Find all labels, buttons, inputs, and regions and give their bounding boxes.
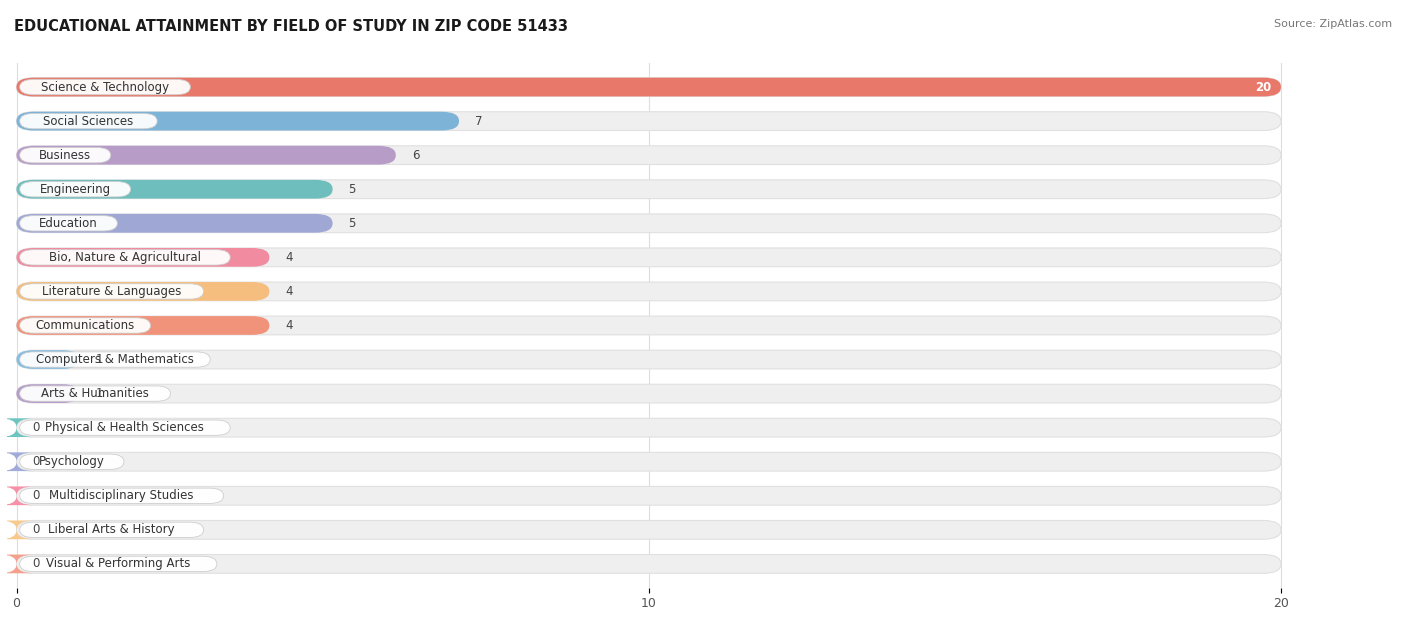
FancyBboxPatch shape [17,521,1281,539]
FancyBboxPatch shape [17,282,1281,301]
FancyBboxPatch shape [20,488,224,504]
Text: 4: 4 [285,285,292,298]
Text: Source: ZipAtlas.com: Source: ZipAtlas.com [1274,19,1392,29]
Text: 0: 0 [32,455,39,468]
FancyBboxPatch shape [17,554,1281,573]
Text: 6: 6 [412,149,419,162]
Text: Communications: Communications [35,319,135,332]
Text: 0: 0 [32,489,39,502]
Text: 0: 0 [32,557,39,571]
FancyBboxPatch shape [20,216,117,231]
FancyBboxPatch shape [20,181,131,197]
FancyBboxPatch shape [20,420,231,435]
FancyBboxPatch shape [17,453,1281,471]
FancyBboxPatch shape [17,350,80,369]
Text: Visual & Performing Arts: Visual & Performing Arts [46,557,190,571]
FancyBboxPatch shape [0,487,34,505]
FancyBboxPatch shape [20,556,217,571]
Text: Business: Business [39,149,91,162]
Text: Arts & Humanities: Arts & Humanities [41,387,149,400]
Text: Engineering: Engineering [39,183,111,196]
FancyBboxPatch shape [17,214,1281,233]
FancyBboxPatch shape [17,112,458,130]
Text: 4: 4 [285,251,292,264]
FancyBboxPatch shape [0,418,34,437]
Text: Science & Technology: Science & Technology [41,80,169,94]
FancyBboxPatch shape [20,284,204,299]
FancyBboxPatch shape [17,316,1281,335]
Text: Liberal Arts & History: Liberal Arts & History [48,523,174,537]
Text: Education: Education [39,217,98,230]
FancyBboxPatch shape [20,352,211,367]
Text: 0: 0 [32,421,39,434]
Text: Computers & Mathematics: Computers & Mathematics [37,353,194,366]
FancyBboxPatch shape [17,384,80,403]
FancyBboxPatch shape [17,248,270,267]
FancyBboxPatch shape [17,214,333,233]
FancyBboxPatch shape [20,386,170,401]
FancyBboxPatch shape [17,282,270,301]
Text: 0: 0 [32,523,39,537]
FancyBboxPatch shape [20,250,231,265]
FancyBboxPatch shape [20,454,124,470]
FancyBboxPatch shape [20,80,190,95]
Text: 5: 5 [349,183,356,196]
FancyBboxPatch shape [17,78,1281,97]
Text: Literature & Languages: Literature & Languages [42,285,181,298]
FancyBboxPatch shape [20,113,157,129]
Text: Social Sciences: Social Sciences [44,114,134,128]
Text: 5: 5 [349,217,356,230]
Text: EDUCATIONAL ATTAINMENT BY FIELD OF STUDY IN ZIP CODE 51433: EDUCATIONAL ATTAINMENT BY FIELD OF STUDY… [14,19,568,34]
FancyBboxPatch shape [17,112,1281,130]
FancyBboxPatch shape [20,147,111,163]
FancyBboxPatch shape [17,350,1281,369]
FancyBboxPatch shape [0,521,34,539]
FancyBboxPatch shape [17,146,396,164]
Text: 1: 1 [96,387,103,400]
Text: 1: 1 [96,353,103,366]
Text: 7: 7 [475,114,482,128]
Text: Bio, Nature & Agricultural: Bio, Nature & Agricultural [49,251,201,264]
Text: 20: 20 [1256,80,1271,94]
FancyBboxPatch shape [20,522,204,538]
FancyBboxPatch shape [17,248,1281,267]
FancyBboxPatch shape [17,78,1281,97]
FancyBboxPatch shape [17,180,1281,198]
FancyBboxPatch shape [17,180,333,198]
FancyBboxPatch shape [20,318,150,333]
Text: 4: 4 [285,319,292,332]
FancyBboxPatch shape [17,487,1281,505]
Text: Physical & Health Sciences: Physical & Health Sciences [45,421,204,434]
FancyBboxPatch shape [17,384,1281,403]
FancyBboxPatch shape [17,316,270,335]
FancyBboxPatch shape [0,554,34,573]
Text: Psychology: Psychology [39,455,105,468]
Text: Multidisciplinary Studies: Multidisciplinary Studies [49,489,194,502]
FancyBboxPatch shape [0,453,34,471]
FancyBboxPatch shape [17,418,1281,437]
FancyBboxPatch shape [17,146,1281,164]
